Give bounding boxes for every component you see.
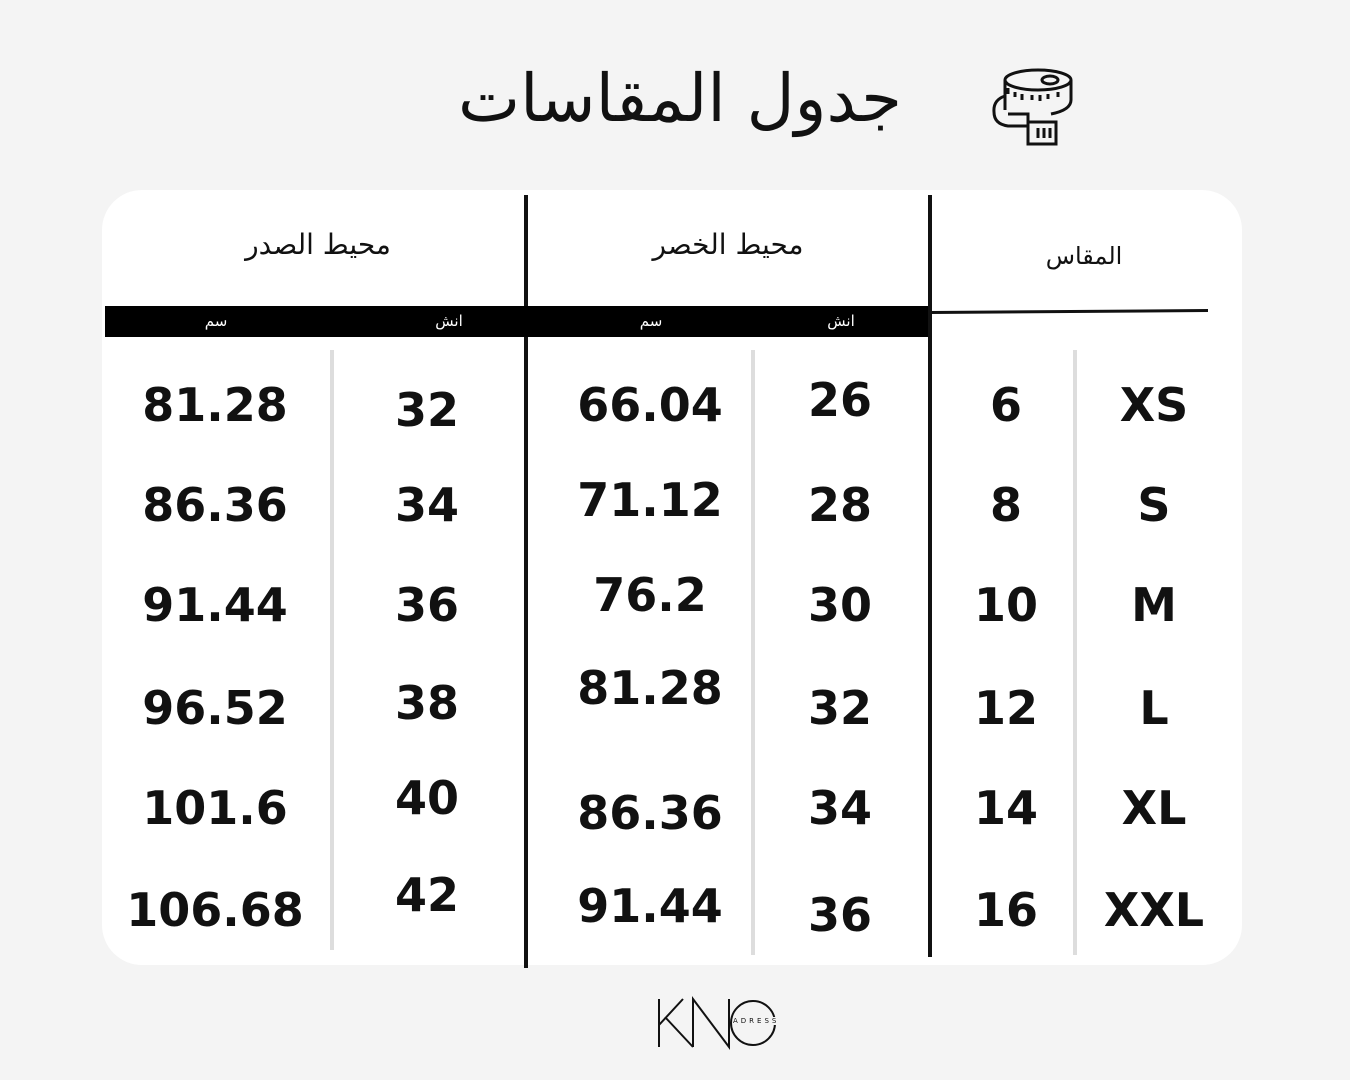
cell-num: 6 xyxy=(989,378,1022,432)
unit-cm: سم xyxy=(204,312,228,330)
cell-waist-in: 26 xyxy=(807,373,872,427)
header-chest: محيط الصدر xyxy=(245,228,391,261)
divider xyxy=(330,350,334,950)
unit-inch: انش xyxy=(827,312,855,330)
cell-num: 10 xyxy=(973,578,1038,632)
cell-waist-cm: 66.04 xyxy=(577,378,723,432)
divider xyxy=(1073,350,1077,955)
unit-cm: سم xyxy=(639,312,663,330)
cell-chest-in: 36 xyxy=(394,578,459,632)
cell-chest-cm: 81.28 xyxy=(142,378,288,432)
cell-chest-in: 38 xyxy=(394,676,459,730)
cell-size: XXL xyxy=(1103,883,1205,937)
cell-size: XS xyxy=(1119,378,1189,432)
cell-waist-in: 28 xyxy=(807,478,872,532)
page-title: جدول المقاسات xyxy=(458,60,902,137)
cell-num: 12 xyxy=(973,681,1038,735)
header-size: المقاس xyxy=(1045,242,1123,270)
cell-chest-cm: 101.6 xyxy=(142,781,288,835)
cell-waist-in: 36 xyxy=(807,888,872,942)
cell-size: XL xyxy=(1121,781,1187,835)
unit-inch: انش xyxy=(435,312,463,330)
cell-waist-cm: 76.2 xyxy=(593,568,707,622)
cell-waist-cm: 81.28 xyxy=(577,661,723,715)
divider xyxy=(524,195,528,968)
cell-chest-in: 32 xyxy=(394,383,459,437)
cell-size: L xyxy=(1139,681,1169,735)
divider xyxy=(751,350,755,955)
cell-waist-in: 32 xyxy=(807,681,872,735)
unit-bar xyxy=(105,306,928,337)
cell-waist-cm: 86.36 xyxy=(577,786,723,840)
logo-subtext: ADRESS xyxy=(733,1017,780,1025)
cell-chest-in: 40 xyxy=(394,771,459,825)
cell-size: S xyxy=(1137,478,1171,532)
cell-num: 8 xyxy=(989,478,1022,532)
cell-waist-in: 34 xyxy=(807,781,872,835)
cell-num: 14 xyxy=(973,781,1038,835)
cell-chest-cm: 86.36 xyxy=(142,478,288,532)
cell-num: 16 xyxy=(973,883,1038,937)
cell-waist-cm: 71.12 xyxy=(577,473,723,527)
cell-size: M xyxy=(1131,578,1177,632)
cell-chest-cm: 106.68 xyxy=(126,883,304,937)
cell-chest-cm: 96.52 xyxy=(142,681,288,735)
cell-waist-cm: 91.44 xyxy=(577,879,723,933)
divider xyxy=(928,195,932,957)
header-waist: محيط الخصر xyxy=(652,228,804,261)
cell-chest-in: 34 xyxy=(394,478,459,532)
measuring-tape-icon xyxy=(992,68,1073,146)
cell-waist-in: 30 xyxy=(807,578,872,632)
cell-chest-in: 42 xyxy=(394,868,459,922)
brand-logo: ADRESS xyxy=(655,995,785,1050)
cell-chest-cm: 91.44 xyxy=(142,578,288,632)
